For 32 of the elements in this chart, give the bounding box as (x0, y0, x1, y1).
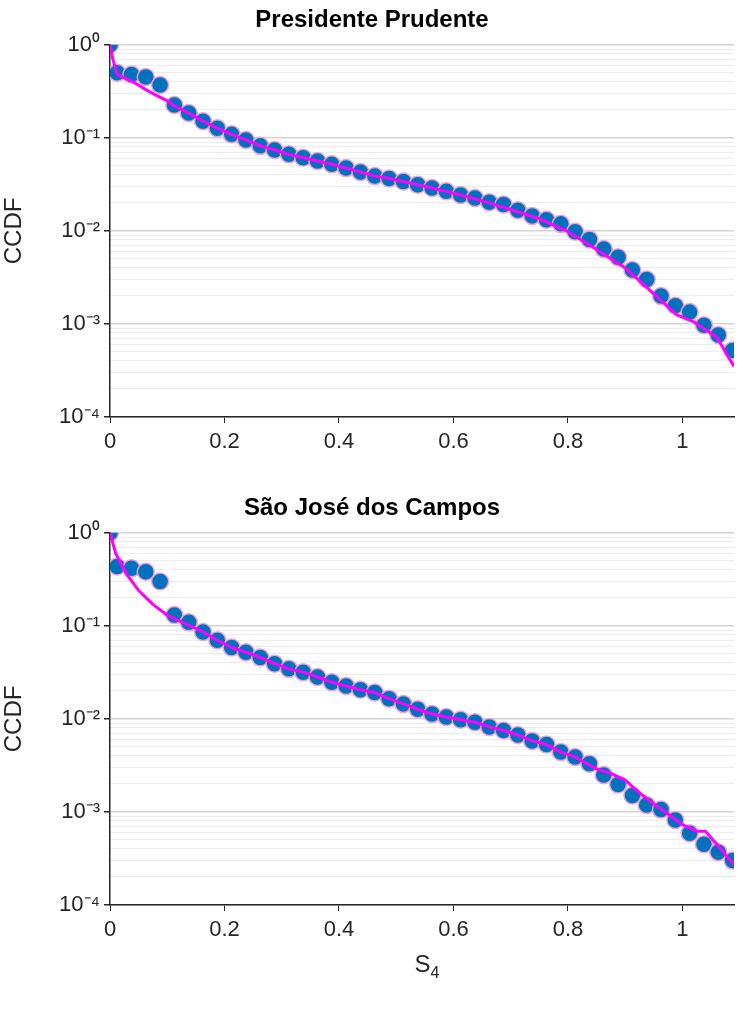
point (694, 834, 714, 854)
x-tick-label: 0.6 (438, 916, 469, 942)
chart-title: Presidente Prudente (255, 5, 489, 33)
chart-title: São José dos Campos (243, 493, 501, 521)
y-tick-label: 10⁻³ (61, 798, 100, 824)
x-tick-label: 0.4 (323, 916, 355, 942)
y-tick-label: 10⁻³ (61, 310, 100, 336)
y-axis-title: CCDF (0, 685, 27, 753)
x-axis-title: S$_{4}$ (413, 950, 441, 982)
y-tick-label: 10⁻² (61, 704, 100, 730)
point (136, 562, 156, 581)
y-axis-title: CCDF (0, 197, 27, 265)
point (150, 572, 170, 591)
x-tick-label: 0.8 (552, 916, 584, 942)
y-tick-label: 10⁰ (67, 518, 100, 544)
x-tick-label: 0.8 (552, 428, 584, 454)
x-tick-label: 1 (676, 916, 689, 942)
y-tick-label: 10⁻² (61, 216, 100, 242)
x-tick-label: 0 (103, 428, 117, 454)
x-tick-label: 0.2 (209, 428, 240, 454)
x-tick-label: 1 (676, 428, 689, 454)
x-tick-label: 0.2 (209, 916, 240, 942)
x-tick-label: 0 (103, 916, 117, 942)
y-tick-label: 10⁻⁴ (59, 891, 100, 917)
point (150, 75, 170, 95)
x-tick-label: 0.4 (323, 428, 355, 454)
point (136, 67, 156, 87)
x-tick-label: 0.6 (438, 428, 469, 454)
y-tick-label: 10⁰ (67, 30, 100, 56)
y-tick-label: 10⁻¹ (61, 123, 100, 149)
y-tick-label: 10⁻¹ (61, 611, 100, 637)
y-tick-label: 10⁻⁴ (59, 403, 100, 429)
